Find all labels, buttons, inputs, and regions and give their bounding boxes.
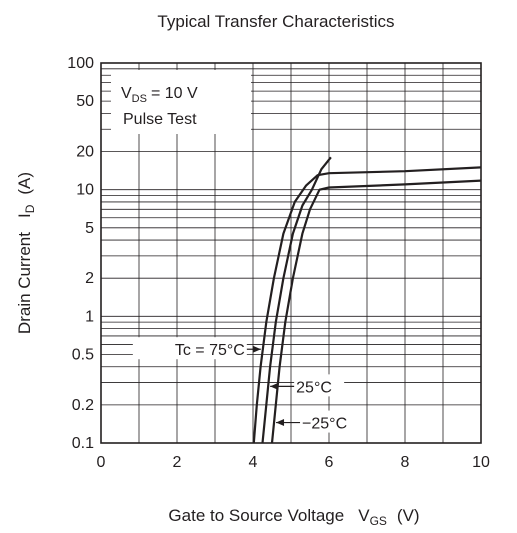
x-tick-label: 4 [249, 454, 258, 471]
curve-annotations: Tc = 75°C 25°C −25°C [132, 337, 361, 433]
x-axis-title: Gate to Source Voltage VGS (V) [168, 506, 419, 528]
y-tick-label: 0.1 [72, 435, 94, 452]
y-tick-label: 50 [76, 93, 94, 110]
curve-series-2 [270, 179, 482, 444]
annotation-1: 25°C [270, 374, 345, 397]
y-tick-label: 10 [76, 182, 94, 199]
annotation-label: 25°C [296, 379, 332, 396]
annotation-label: −25°C [302, 416, 347, 433]
x-tick-label: 2 [173, 454, 182, 471]
y-tick-label: 100 [67, 55, 94, 72]
conditions-box: VDS = 10 V Pulse Test [111, 70, 251, 134]
y-axis-title: Drain CurrentID(A) [15, 172, 37, 334]
grid [101, 63, 481, 443]
annotation-bg [294, 374, 345, 397]
y-tick-label: 0.5 [72, 346, 94, 363]
annotation-bg [300, 410, 361, 433]
annotation-label: Tc = 75°C [175, 342, 245, 359]
condition-vds: VDS = 10 V [121, 85, 198, 105]
x-tick-label: 10 [472, 454, 490, 471]
x-tick-label: 8 [401, 454, 410, 471]
annotation-arrowhead [276, 419, 285, 427]
y-tick-label: 1 [85, 308, 94, 325]
annotation-0: Tc = 75°C [132, 337, 261, 360]
condition-pulse-test: Pulse Test [123, 111, 197, 128]
y-tick-label: 5 [85, 220, 94, 237]
plot-frame [100, 62, 482, 444]
x-tick-labels: 0 2 4 6 8 10 [97, 454, 490, 471]
y-tick-labels: 0.1 0.2 0.5 1 2 5 10 20 50 100 [67, 55, 94, 452]
chart-title: Typical Transfer Characteristics [157, 12, 394, 31]
annotation-bg [132, 337, 247, 360]
y-tick-label: 0.2 [72, 397, 94, 414]
x-tick-label: 0 [97, 454, 106, 471]
x-tick-label: 6 [325, 454, 334, 471]
curve-series-0 [252, 166, 482, 444]
annotation-2: −25°C [276, 410, 361, 433]
annotation-arrowhead [270, 382, 279, 390]
y-tick-label: 20 [76, 144, 94, 161]
curve-series-1 [261, 156, 332, 444]
series-curves [252, 156, 482, 444]
annotation-arrowhead [252, 345, 261, 353]
y-tick-label: 2 [85, 270, 94, 287]
